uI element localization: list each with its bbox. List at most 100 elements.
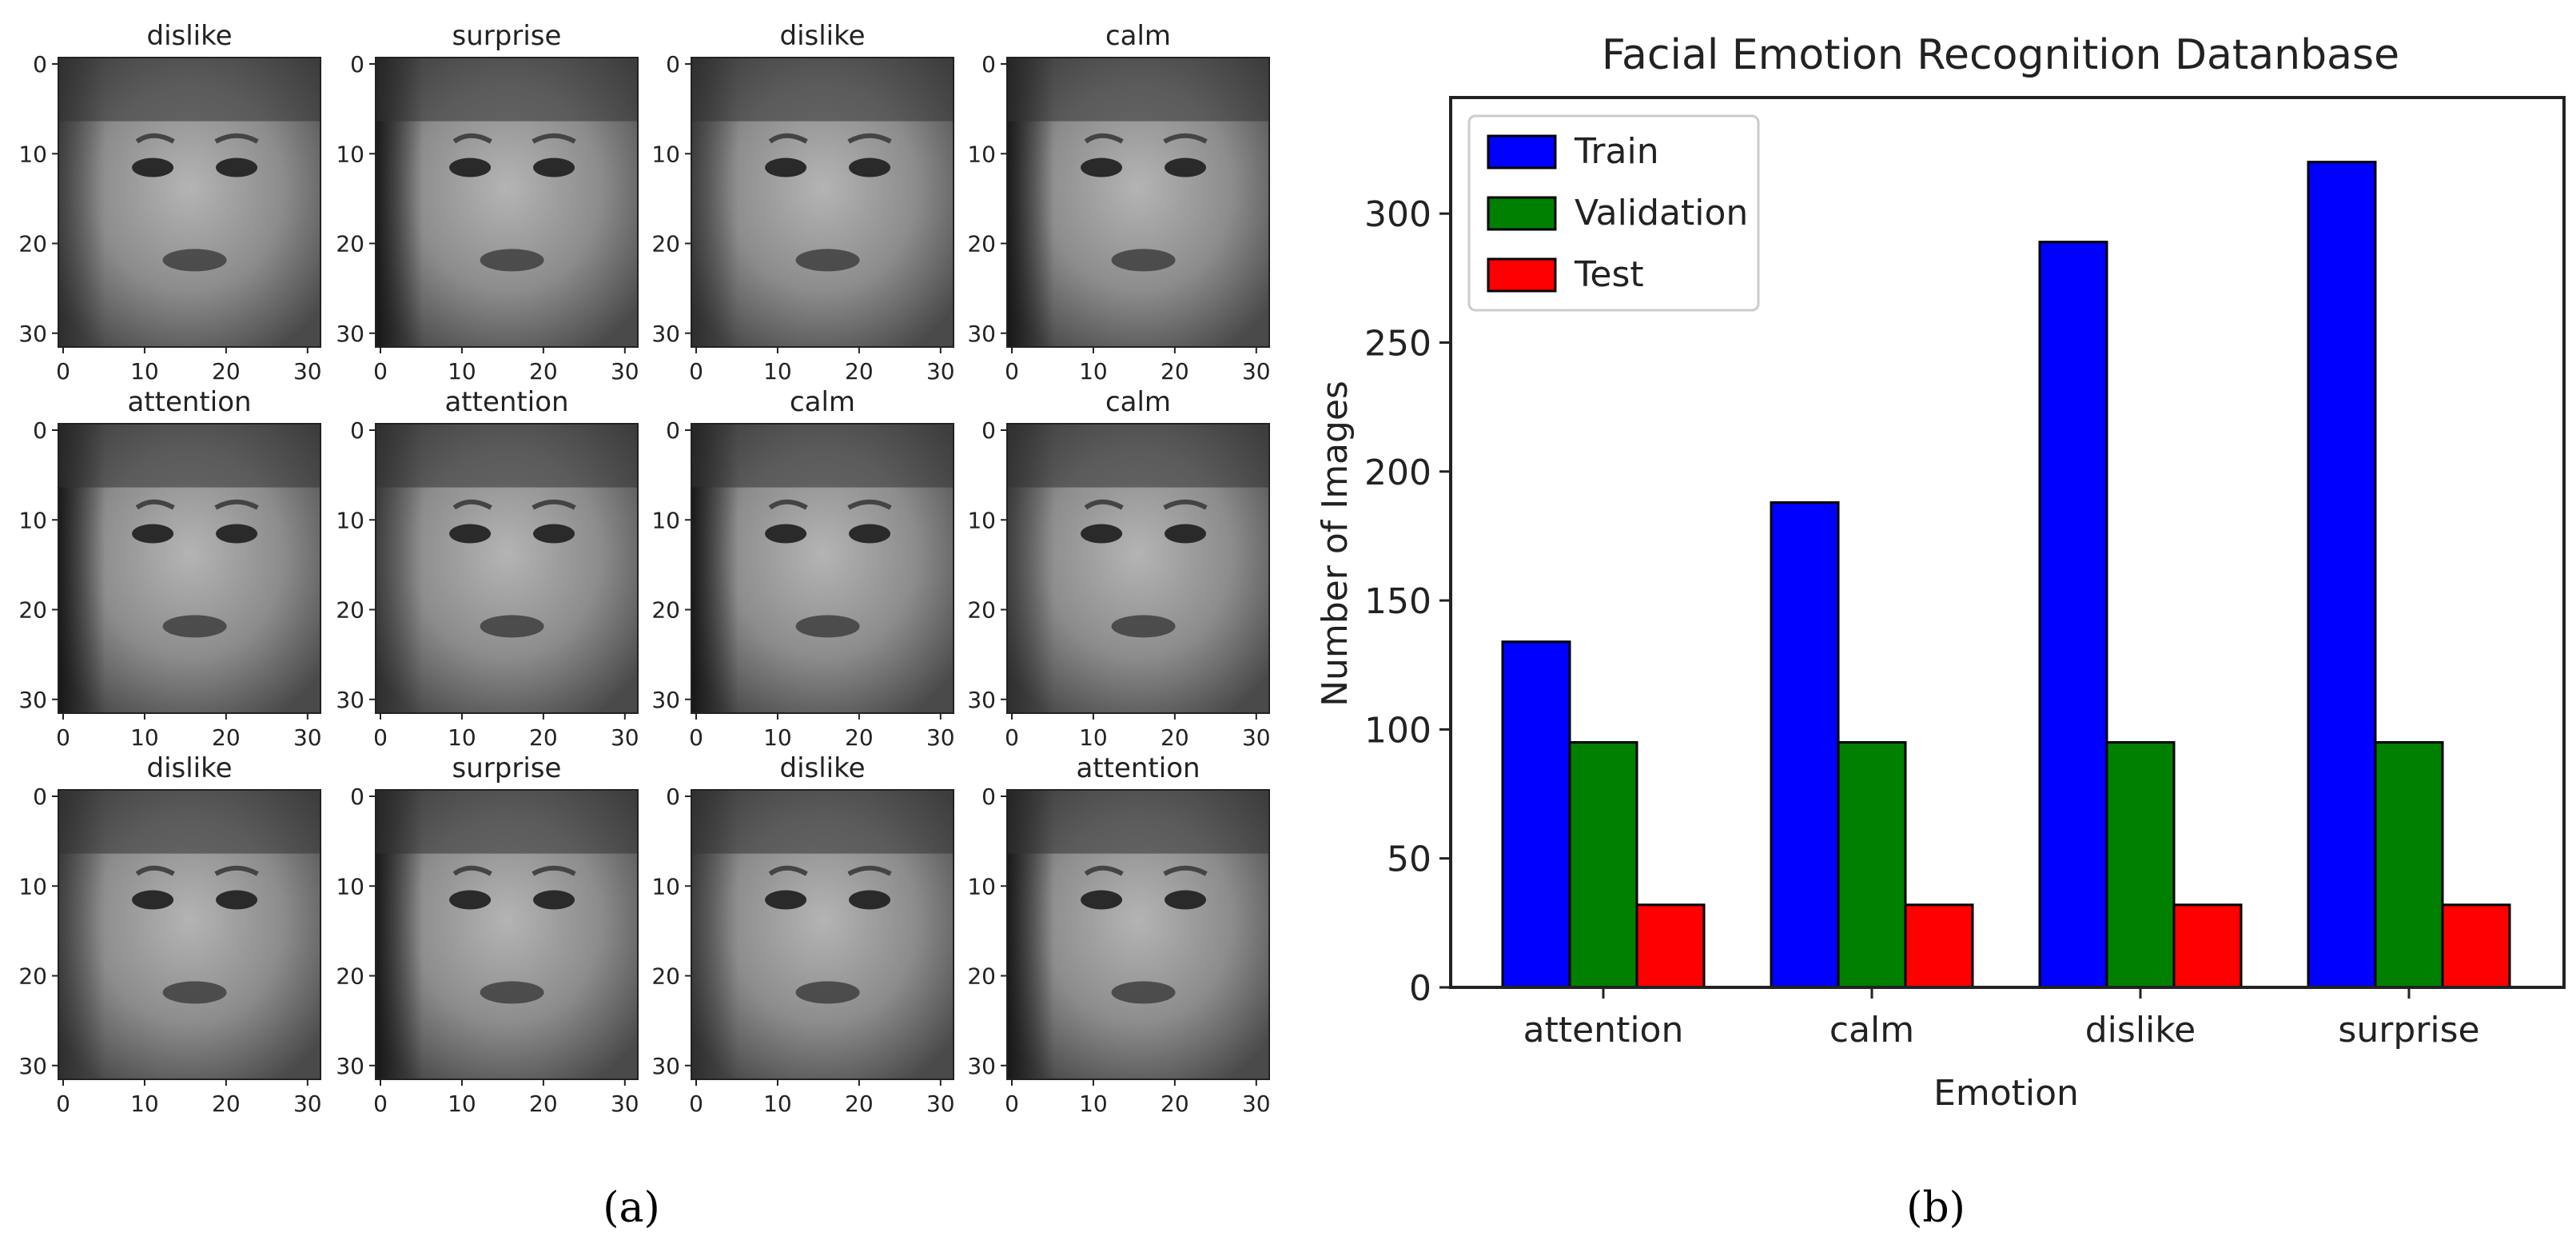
y-tick-label: 30 — [18, 321, 47, 347]
y-tick-label: 10 — [18, 873, 47, 899]
face-thumbnail: calm 0 10 20 30 0 10 20 30 — [967, 386, 1270, 751]
bar-train-calm — [1770, 500, 1840, 989]
face-image — [691, 58, 954, 347]
y-tick-label: 30 — [336, 1053, 364, 1079]
y-tick-label: 10 — [651, 507, 680, 533]
thumbnail-frame — [58, 57, 321, 348]
x-tick-label: 20 — [845, 1091, 874, 1117]
chart-marks: 0 50 100 150 200 250 300 attention calm dislike su… — [1364, 161, 2511, 1051]
face-image — [1007, 790, 1269, 1079]
plot-frame — [1449, 96, 2566, 989]
y-tick-label: 10 — [18, 141, 47, 167]
y-tick-label: 100 — [1364, 710, 1431, 751]
image-grid: dislike 0 10 20 30 0 10 20 30 surprise 0 10 20 30 0 10 2… — [18, 20, 1270, 1117]
y-tick-label: 0 — [981, 51, 996, 78]
y-tick-label: 0 — [666, 783, 680, 810]
legend-label-validation: Validation — [1575, 193, 1748, 233]
x-tick-label: 10 — [763, 358, 792, 385]
y-tick-label: 0 — [666, 417, 680, 444]
face-thumbnail: calm 0 10 20 30 0 10 20 30 — [651, 386, 954, 751]
y-tick-label: 0 — [350, 783, 364, 810]
legend-swatch-validation — [1487, 196, 1557, 231]
bar-test-dislike — [2172, 903, 2243, 989]
face-image — [376, 58, 638, 347]
y-tick-label: 30 — [336, 321, 364, 347]
face-image — [58, 424, 321, 713]
x-tick-label: 30 — [926, 358, 955, 385]
y-tick-label: 20 — [18, 597, 47, 624]
x-tick-label: 10 — [1079, 724, 1108, 751]
x-tick-label: 0 — [689, 1091, 703, 1117]
x-tick-label: 20 — [212, 358, 241, 385]
y-tick-label: 20 — [967, 231, 996, 257]
x-tick-label: 0 — [373, 358, 388, 385]
face-image — [691, 790, 954, 1079]
x-tick-label: 10 — [448, 1091, 476, 1117]
x-tick-label: 10 — [130, 358, 159, 385]
x-tick-label: 10 — [763, 1091, 792, 1117]
bar-train-surprise — [2307, 161, 2377, 989]
x-tick-label: 30 — [1242, 358, 1271, 385]
y-tick-label: 30 — [967, 321, 996, 347]
bar-validation-attention — [1568, 741, 1638, 989]
panel-label-a: (a) — [603, 1184, 660, 1232]
bar-train-dislike — [2038, 241, 2108, 989]
thumbnail-title: surprise — [452, 20, 562, 52]
x-tick-label: 30 — [926, 1091, 955, 1117]
x-tick-label: 20 — [529, 358, 558, 385]
x-tick-label: dislike — [2085, 1010, 2196, 1051]
face-image — [1007, 424, 1269, 713]
x-tick-label: 0 — [1005, 358, 1019, 385]
face-thumbnail: surprise 0 10 20 30 0 10 20 30 — [336, 752, 639, 1117]
x-tick-label: 10 — [1079, 1091, 1108, 1117]
face-thumbnail: attention 0 10 20 30 0 10 20 30 — [967, 752, 1270, 1117]
x-tick-label: 20 — [845, 358, 874, 385]
x-tick-label: 0 — [56, 1091, 70, 1117]
x-tick-label: 10 — [763, 724, 792, 751]
y-tick-label: 10 — [967, 507, 996, 533]
y-tick-label: 10 — [651, 873, 680, 899]
legend-swatch-test — [1487, 257, 1557, 293]
thumbnail-title: attention — [127, 386, 251, 418]
x-tick-label: 30 — [1242, 724, 1271, 751]
x-tick-label: 20 — [529, 724, 558, 751]
legend-label-train: Train — [1574, 131, 1659, 172]
bar-train-attention — [1501, 640, 1571, 989]
thumbnail-frame — [58, 423, 321, 714]
x-tick-label: 0 — [56, 358, 70, 385]
y-tick-label: 30 — [967, 1053, 996, 1079]
x-tick-label: 30 — [611, 1091, 639, 1117]
x-tick-label: 0 — [373, 1091, 388, 1117]
thumbnail-frame — [1006, 423, 1270, 714]
y-tick-label: 0 — [1409, 968, 1431, 1009]
x-tick-label: 30 — [293, 724, 322, 751]
y-tick-label: 20 — [651, 231, 680, 257]
x-tick-label: 30 — [293, 1091, 322, 1117]
thumbnail-frame — [691, 57, 954, 348]
legend-label-test: Test — [1574, 254, 1644, 295]
face-thumbnail: attention 0 10 20 30 0 10 20 30 — [336, 386, 639, 751]
face-thumbnail: dislike 0 10 20 30 0 10 20 30 — [651, 20, 954, 385]
bar-test-attention — [1635, 903, 1706, 989]
face-thumbnail: surprise 0 10 20 30 0 10 20 30 — [336, 20, 639, 385]
y-tick-label: 10 — [18, 507, 47, 533]
thumbnail-title: surprise — [452, 752, 562, 784]
x-tick-label: 0 — [56, 724, 70, 751]
y-tick-label: 30 — [18, 687, 47, 713]
x-tick-label: 20 — [845, 724, 874, 751]
bar-chart: Facial Emotion Recognition Datanbase Num… — [1315, 31, 2566, 1114]
thumbnail-title: calm — [1105, 386, 1171, 418]
bar-test-surprise — [2441, 903, 2511, 989]
x-tick-label: surprise — [2338, 1010, 2479, 1051]
y-tick-label: 0 — [666, 51, 680, 78]
thumbnail-title: dislike — [779, 752, 865, 784]
legend-swatch-train — [1487, 134, 1557, 169]
y-tick-label: 30 — [651, 321, 680, 347]
chart-title: Facial Emotion Recognition Datanbase — [1602, 31, 2399, 79]
y-tick-label: 10 — [336, 141, 364, 167]
y-tick-label: 0 — [981, 783, 996, 810]
x-tick-label: 20 — [212, 724, 241, 751]
y-axis-label: Number of Images — [1315, 381, 1356, 707]
y-tick-label: 200 — [1364, 453, 1431, 493]
